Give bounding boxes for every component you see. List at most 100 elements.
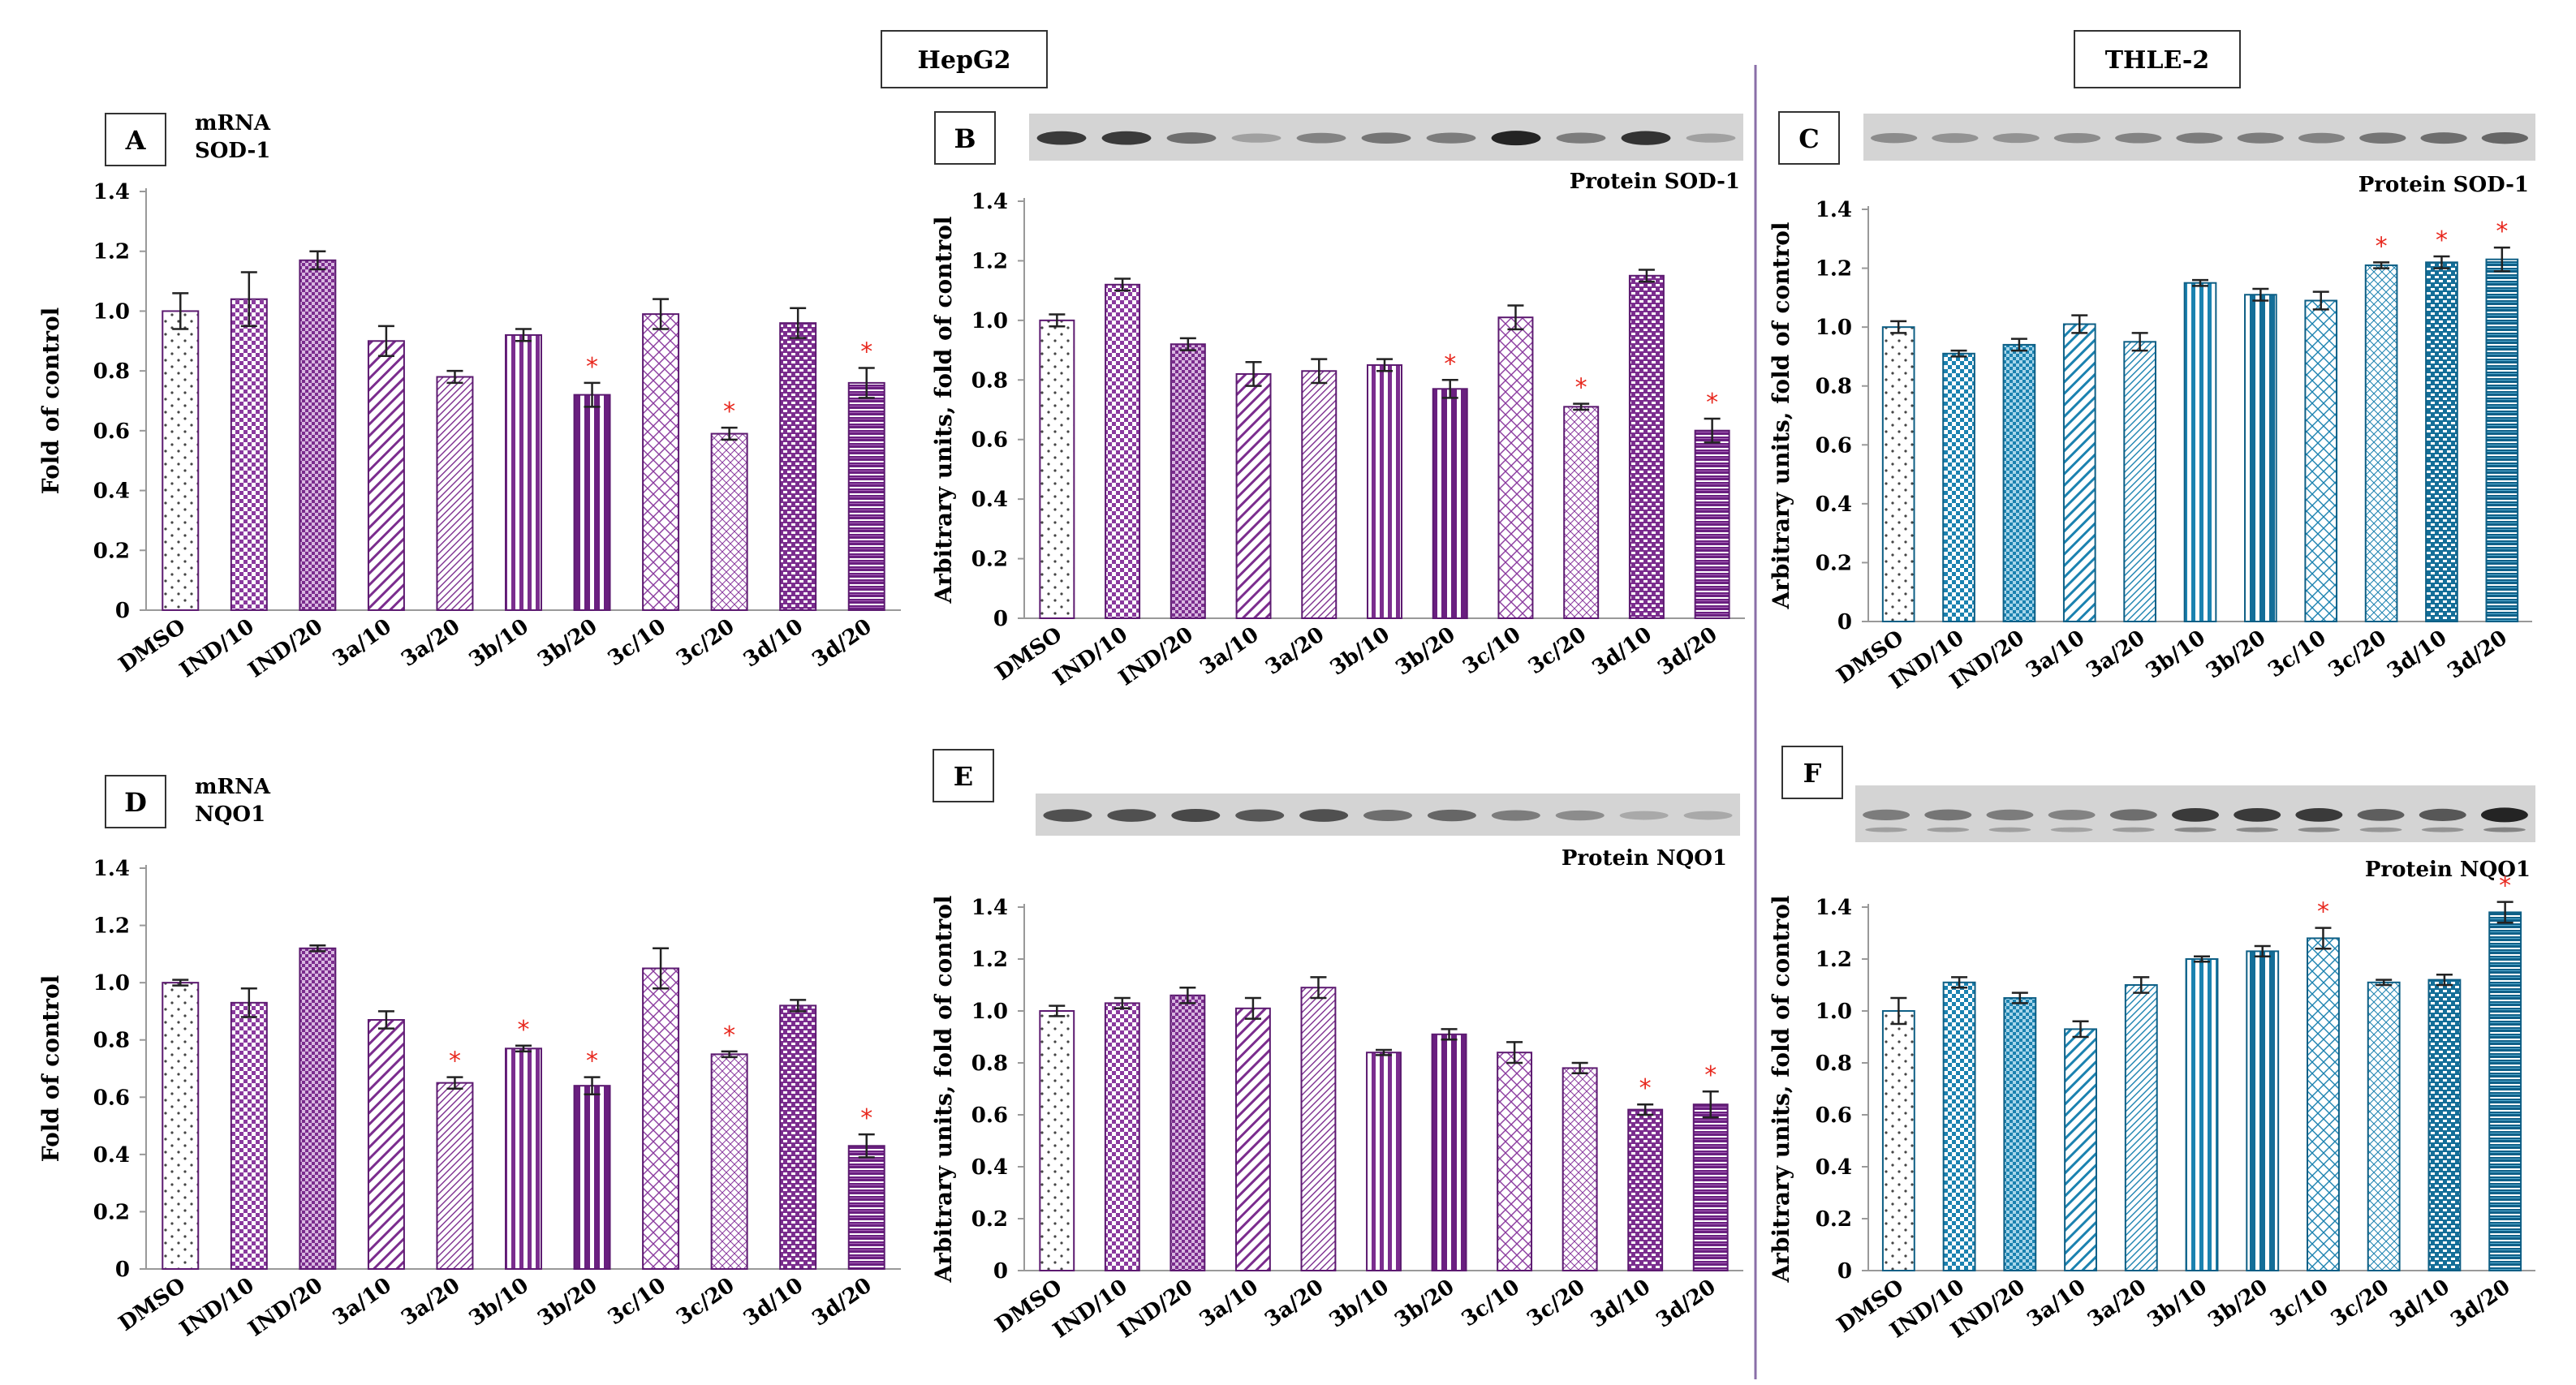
bar-3d/20 (1694, 429, 1730, 620)
bar-3d/20 (847, 1145, 885, 1271)
bar-3b/10 (505, 1047, 542, 1271)
bar-3c/10 (642, 967, 680, 1270)
x-tick-label: 3b/20 (1390, 1275, 1458, 1333)
x-tick-label: 3b/10 (2143, 1275, 2212, 1333)
x-tick-label: 3c/20 (672, 1273, 739, 1330)
bar-3a/10 (2064, 1028, 2097, 1272)
bar-3c/10 (1497, 1052, 1533, 1271)
significance-asterisk: * (723, 1022, 735, 1050)
significance-asterisk: * (1706, 389, 1718, 417)
bar-3b/20 (2246, 950, 2280, 1272)
panel-title: Protein NQO1 (1562, 846, 1727, 871)
x-tick-label: 3c/20 (2324, 626, 2391, 682)
bar-DMSO (1039, 1010, 1075, 1271)
x-tick-label: 3b/20 (2202, 626, 2270, 684)
panel-title: Protein SOD-1 (2358, 173, 2529, 197)
significance-asterisk: * (860, 1104, 872, 1133)
header-hepg2-label: HepG2 (918, 46, 1011, 75)
x-tick-label: 3b/10 (465, 614, 533, 673)
y-tick-label: 1.4 (1816, 896, 1852, 920)
x-tick-label: 3a/10 (1195, 622, 1263, 680)
significance-asterisk: * (1444, 350, 1456, 378)
bar-DMSO (1881, 326, 1915, 622)
bar-3c/20 (1563, 406, 1600, 619)
y-tick-label: 1.0 (1816, 316, 1852, 340)
bar-IND/10 (230, 1001, 268, 1271)
y-tick-label: 1.4 (93, 857, 130, 881)
x-tick-label: IND/20 (1114, 1275, 1198, 1343)
bar-DMSO (162, 310, 200, 611)
x-tick-label: 3d/20 (808, 1273, 876, 1331)
y-tick-label: 1.2 (971, 249, 1008, 273)
bar-3a/10 (2062, 323, 2096, 622)
bar-3a/10 (1234, 1007, 1271, 1272)
bar-IND/10 (1104, 1002, 1140, 1272)
y-tick-label: 0.6 (971, 428, 1008, 453)
bar-3d/20 (1692, 1103, 1729, 1271)
bar-IND/20 (2002, 343, 2036, 622)
y-tick-label: 0.4 (1816, 492, 1852, 517)
y-tick-label: 1.0 (93, 299, 130, 324)
significance-asterisk: * (518, 1016, 530, 1044)
bar-3d/20 (2485, 258, 2519, 622)
x-tick-label: 3c/10 (2266, 1275, 2333, 1331)
panel-title: Protein SOD-1 (1570, 170, 1740, 194)
y-tick-label: 0.2 (93, 539, 130, 563)
x-tick-label: 3d/20 (2446, 1275, 2514, 1333)
bar-3d/10 (2425, 261, 2458, 622)
significance-asterisk: * (1639, 1074, 1652, 1103)
x-tick-label: IND/20 (1114, 622, 1198, 690)
bar-DMSO (162, 982, 200, 1270)
bar-3a/10 (367, 340, 405, 611)
header-hepg2: HepG2 (881, 30, 1048, 88)
y-tick-label: 1.0 (1816, 1000, 1852, 1024)
bar-IND/20 (299, 259, 337, 611)
x-tick-label: 3a/10 (2022, 1275, 2090, 1332)
bar-IND/10 (1942, 352, 1975, 622)
panel-title: mRNA (195, 111, 271, 135)
bar-3a/20 (1300, 987, 1337, 1271)
bar-3b/10 (2185, 958, 2219, 1271)
panel-c: C Protein SOD-1 0 0.2 0.4 0.6 0.8 1.0 1.2 1.4 Arbi… (1768, 111, 2535, 694)
bar-IND/10 (230, 298, 268, 611)
y-tick-label: 0.4 (93, 480, 130, 504)
x-tick-label: IND/10 (1049, 622, 1133, 690)
y-tick-label: 0.6 (971, 1103, 1008, 1128)
x-tick-label: 3d/10 (1587, 1275, 1655, 1333)
bar-DMSO (1039, 319, 1075, 619)
significance-asterisk: * (860, 338, 872, 366)
y-tick-label: 0.6 (1816, 1103, 1852, 1128)
western-blot-image (1036, 794, 1740, 836)
x-tick-label: 3d/20 (1652, 1275, 1720, 1333)
x-tick-label: 3a/20 (397, 614, 464, 672)
x-tick-label: 3d/10 (1588, 622, 1656, 681)
significance-asterisk: * (1575, 374, 1587, 402)
panel-letter: A (125, 125, 147, 156)
bar-IND/20 (1170, 994, 1206, 1272)
y-tick-label: 0.2 (971, 548, 1008, 572)
y-tick-label: 1.0 (971, 1000, 1008, 1024)
y-axis-label: Arbitrary units, fold of control (1768, 222, 1794, 609)
x-tick-label: 3d/10 (739, 614, 808, 673)
y-tick-label: 1.2 (93, 914, 130, 939)
bar-3b/20 (2244, 294, 2277, 622)
x-tick-label: 3c/10 (604, 614, 670, 671)
x-tick-label: 3c/20 (1523, 1275, 1589, 1331)
y-tick-label: 0.8 (93, 359, 130, 384)
y-tick-label: 1.2 (971, 948, 1008, 972)
panel-letter-box (1778, 111, 1840, 165)
y-tick-label: 0 (993, 607, 1008, 631)
y-tick-label: 0.8 (971, 368, 1008, 393)
y-tick-label: 1.2 (1816, 948, 1852, 972)
significance-asterisk: * (586, 1047, 598, 1076)
x-tick-label: 3b/10 (1325, 1275, 1394, 1333)
bar-3d/10 (779, 322, 817, 611)
y-tick-label: 0.4 (93, 1143, 130, 1168)
bar-3b/10 (505, 333, 542, 611)
x-tick-label: 3b/20 (1391, 622, 1459, 681)
x-tick-label: 3b/20 (533, 1273, 601, 1331)
bar-IND/20 (2003, 997, 2037, 1271)
